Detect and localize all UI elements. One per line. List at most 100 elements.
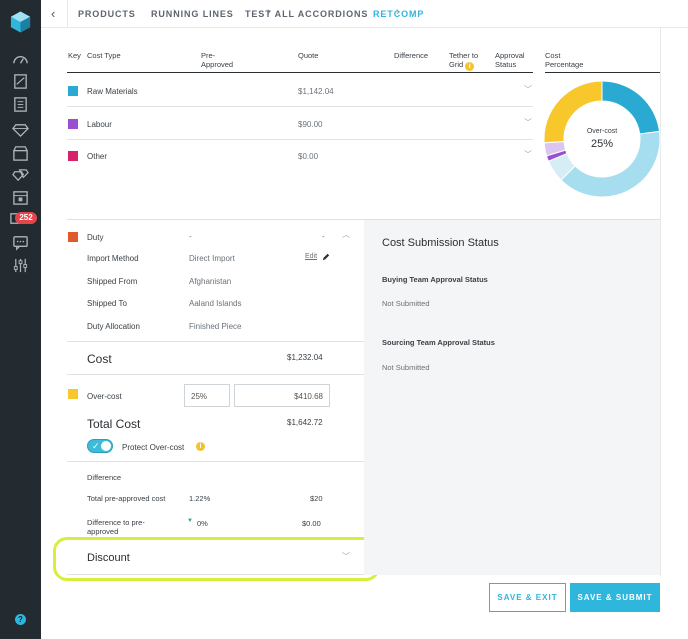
catalog-icon[interactable] [12,96,29,113]
chevron-up-icon[interactable]: ︿ [342,230,350,239]
pencil-icon[interactable] [322,253,330,261]
duty-label: Duty [87,233,104,242]
gems-icon[interactable] [12,167,29,184]
section-divider [67,341,364,342]
header-cost-percentage: Cost Percentage [545,51,584,69]
chevron-down-icon[interactable]: ﹀ [342,552,350,561]
chevron-right-icon: › [267,6,271,18]
key-swatch-duty [68,232,78,242]
notification-badge[interactable]: 252 [15,212,37,224]
protect-over-cost-toggle[interactable]: ✓ [87,439,113,453]
info-icon[interactable]: i [465,62,475,71]
header-approval-status: Approval Status [495,51,525,69]
sourcing-team-status: Not Submitted [382,363,430,372]
duty-allocation-label: Duty Allocation [87,322,140,331]
chevron-right-icon: › [173,6,177,18]
section-divider [67,219,660,220]
difference-to-pre-approved-amount: $0.00 [302,519,321,528]
over-cost-percent-input[interactable]: 25% [184,384,230,407]
section-divider [67,574,364,575]
cost-percentage-donut: Over-cost 25% [543,80,661,198]
breadcrumb-products[interactable]: PRODUCTS [78,9,136,19]
key-swatch-other [68,151,78,161]
triangle-down-icon: ▼ [187,518,193,524]
cost-submission-status-panel [364,220,660,575]
breadcrumb-test-all-accordions[interactable]: TEST ALL ACCORDIONS [245,9,369,19]
header-tether-label: Tether to Grid [449,51,479,69]
chat-icon[interactable] [12,234,29,251]
cost-label: Cost [87,352,112,366]
sliders-icon[interactable] [12,257,29,274]
row-divider [67,106,533,107]
donut-segment-5 [543,80,603,144]
left-nav-rail: 252 ? [0,0,41,639]
toggle-knob [101,441,111,451]
shipped-from-label: Shipped From [87,277,138,286]
cost-type-raw-materials: Raw Materials [87,87,138,96]
quote-raw-materials: $1,142.04 [298,87,334,96]
header-key: Key [68,51,81,60]
chevron-down-icon[interactable]: ﹀ [524,150,532,159]
status-title: Cost Submission Status [382,237,499,249]
total-pre-approved-label: Total pre-approved cost [87,494,166,503]
content-frame-edge [660,28,661,576]
section-divider [67,374,364,375]
row-divider [67,139,533,140]
header-difference: Difference [394,51,429,60]
store-icon[interactable] [12,145,29,162]
chevron-down-icon[interactable]: ﹀ [524,85,532,94]
total-pre-approved-amount: $20 [310,494,323,503]
quote-labour: $90.00 [298,120,323,129]
difference-to-pre-approved-pct: 0% [197,519,208,528]
breadcrumb: ‹ PRODUCTS › RUNNING LINES › TEST ALL AC… [41,0,688,28]
key-swatch-labour [68,119,78,129]
save-submit-button[interactable]: SAVE & SUBMIT [570,583,660,612]
cost-value: $1,232.04 [287,353,323,362]
diamond-icon[interactable] [12,121,29,138]
save-exit-button[interactable]: SAVE & EXIT [489,583,566,612]
import-method-value: Direct Import [189,254,235,263]
key-swatch-over-cost [68,389,78,399]
shipped-to-label: Shipped To [87,299,127,308]
duty-quote: - [322,232,325,241]
key-swatch-raw-materials [68,86,78,96]
edit-link[interactable]: Edit [305,253,318,260]
discount-label[interactable]: Discount [87,552,130,564]
header-rule-right [545,72,660,73]
difference-to-pre-approved-label: Difference to pre-approved [87,518,145,536]
protect-over-cost-label: Protect Over-cost [122,443,185,452]
buying-team-status: Not Submitted [382,299,430,308]
total-cost-label: Total Cost [87,417,141,431]
cost-type-other: Other [87,152,108,161]
buying-team-label: Buying Team Approval Status [382,275,488,284]
quote-other: $0.00 [298,152,319,161]
breadcrumb-retcomp[interactable]: RETCOMP [373,9,425,19]
shipped-from-value: Afghanistan [189,277,232,286]
donut-segment-0 [601,80,661,135]
back-chevron-icon[interactable]: ‹ [51,6,56,21]
help-icon[interactable]: ? [15,614,26,625]
check-icon: ✓ [92,441,100,451]
shipped-to-value: Aaland Islands [189,299,242,308]
difference-title: Difference [87,473,122,482]
chevron-down-icon[interactable]: ﹀ [524,118,532,127]
total-pre-approved-pct: 1.22% [189,494,211,503]
info-icon[interactable]: i [196,442,205,451]
donut-center-label: Over-cost [587,128,617,135]
header-tether-to-grid: Tether to Grid i [449,51,489,71]
import-method-label: Import Method [87,254,139,263]
header-cost-type: Cost Type [87,51,121,60]
cost-type-labour: Labour [87,120,112,129]
calendar-icon[interactable] [12,189,29,206]
header-quote: Quote [298,51,319,60]
app-logo-icon[interactable] [9,10,32,34]
dashboard-icon[interactable] [12,51,29,68]
over-cost-amount-input[interactable]: $410.68 [234,384,330,407]
duty-allocation-value: Finished Piece [189,322,242,331]
reports-icon[interactable] [12,73,29,90]
chevron-right-icon: › [396,6,400,18]
over-cost-label: Over-cost [87,392,122,401]
breadcrumb-divider [67,0,68,28]
breadcrumb-running-lines[interactable]: RUNNING LINES [151,9,234,19]
duty-pre-approved: - [189,232,192,241]
